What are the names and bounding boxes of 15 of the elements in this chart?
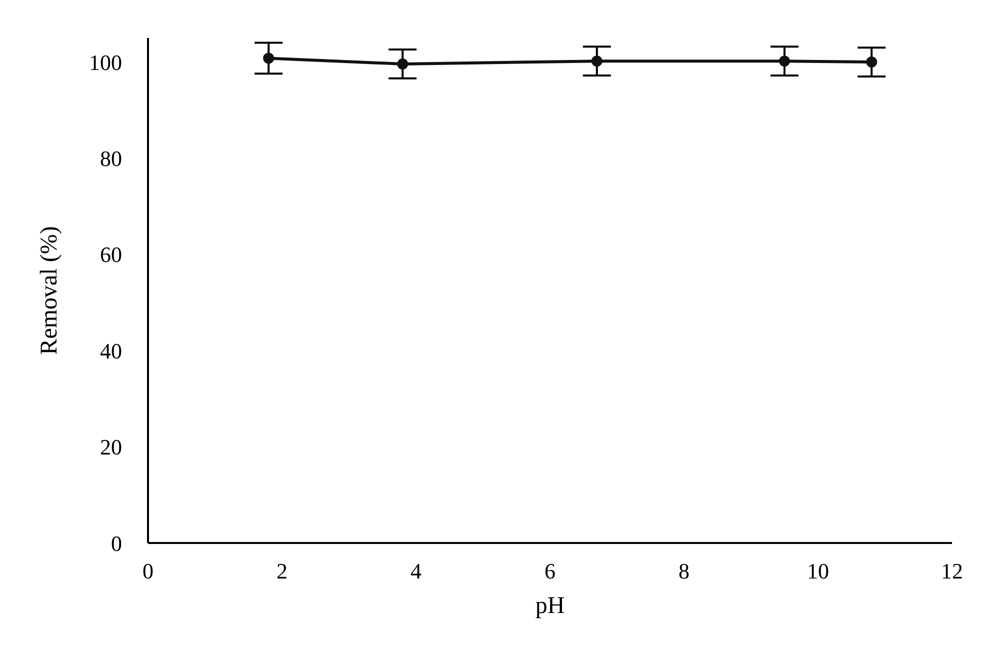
y-tick-label: 100 [89,50,122,75]
y-tick-label: 80 [100,146,122,172]
y-tick-label: 60 [100,242,122,268]
y-axis-title: Removal (%) [36,226,63,355]
x-tick-label: 12 [941,558,963,584]
y-tick-label: 0 [111,530,122,556]
x-tick-label: 10 [807,558,829,584]
x-tick-label: 2 [276,558,288,584]
y-tick-label: 20 [100,434,122,460]
x-tick-label: 0 [142,558,154,584]
x-tick-label: 6 [544,558,556,584]
x-tick-label: 4 [410,558,422,584]
x-tick-label: 8 [678,558,690,584]
x-axis-title: pH [535,593,565,619]
y-tick-label: 40 [100,338,122,364]
